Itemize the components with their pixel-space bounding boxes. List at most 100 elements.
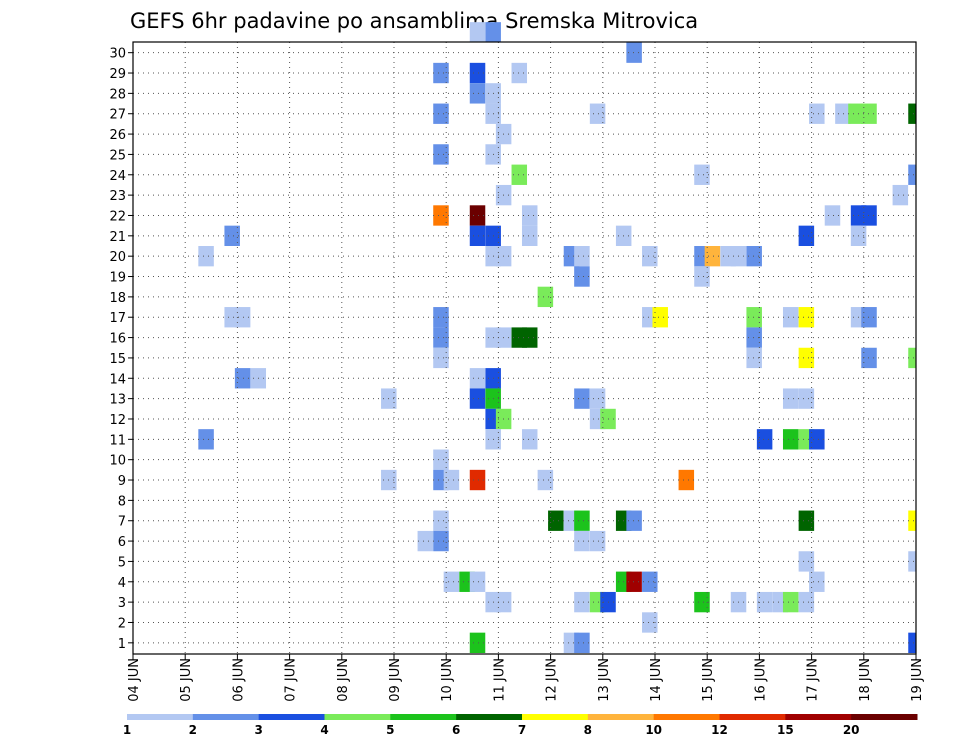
x-tick-label-11: 15 JUN xyxy=(701,658,716,702)
cell-134 xyxy=(469,632,486,653)
cell-104 xyxy=(574,510,590,531)
y-tick-label-3: 3 xyxy=(118,596,126,611)
y-tick-label-18: 18 xyxy=(109,291,126,306)
cell-100 xyxy=(678,469,695,491)
cell-8 xyxy=(433,103,449,124)
cell-12 xyxy=(835,103,851,124)
cell-74 xyxy=(469,368,486,389)
cell-97 xyxy=(443,469,460,491)
x-tick-label-15: 19 JUN xyxy=(910,658,925,702)
cell-56 xyxy=(746,307,762,328)
legend-label-7: 7 xyxy=(518,723,526,737)
cell-4 xyxy=(469,62,486,84)
cell-124 xyxy=(574,591,590,613)
x-tick-label-4: 08 JUN xyxy=(336,658,351,702)
cell-60 xyxy=(861,307,877,328)
x-axis: 04 JUN 05 JUN 06 JUN 07 JUN 08 JUN 09 JUN 10 J… xyxy=(127,654,925,702)
legend-swatch-11 xyxy=(851,714,918,720)
y-tick-label-9: 9 xyxy=(118,474,126,489)
cell-109 xyxy=(417,530,434,552)
y-tick-label-28: 28 xyxy=(109,87,126,102)
plot-frame xyxy=(132,41,917,655)
cell-90 xyxy=(756,429,773,450)
cell-66 xyxy=(746,327,762,348)
y-tick-label-7: 7 xyxy=(118,515,126,530)
cell-72 xyxy=(234,368,251,389)
cell-81 xyxy=(782,388,799,409)
cell-30 xyxy=(224,225,240,246)
cell-41 xyxy=(574,246,590,267)
cell-17 xyxy=(433,144,449,165)
cell-79 xyxy=(574,388,590,409)
cell-3 xyxy=(433,62,449,84)
y-tick-label-12: 12 xyxy=(109,413,126,428)
cell-98 xyxy=(469,469,486,491)
cell-1 xyxy=(485,22,501,43)
cell-113 xyxy=(798,551,815,572)
cell-14 xyxy=(861,103,877,124)
legend-label-8: 8 xyxy=(584,723,592,737)
y-tick-label-23: 23 xyxy=(109,189,126,204)
cell-133 xyxy=(642,612,658,633)
cell-137 xyxy=(908,632,916,653)
cell-106 xyxy=(626,510,642,531)
x-tick-label-7: 11 JUN xyxy=(492,658,507,702)
y-tick-label-13: 13 xyxy=(109,393,126,408)
cell-44 xyxy=(704,246,721,267)
cell-24 xyxy=(433,205,449,226)
legend-swatch-7 xyxy=(587,714,655,720)
cell-26 xyxy=(521,205,538,226)
x-tick-label-8: 12 JUN xyxy=(545,658,560,702)
cell-15 xyxy=(908,103,916,124)
cell-21 xyxy=(908,164,916,185)
y-tick-label-27: 27 xyxy=(109,108,126,123)
cell-94 xyxy=(433,449,449,470)
cell-52 xyxy=(234,307,251,328)
cell-42 xyxy=(642,246,658,267)
cell-2 xyxy=(626,42,642,63)
cell-23 xyxy=(892,184,909,206)
legend-label-3: 3 xyxy=(254,723,262,737)
cell-35 xyxy=(798,225,815,246)
cell-69 xyxy=(798,347,815,369)
x-tick-label-13: 17 JUN xyxy=(806,658,821,702)
legend-swatch-9 xyxy=(719,714,786,720)
grid-lines xyxy=(132,42,917,654)
legend-swatch-3 xyxy=(324,714,391,720)
cell-111 xyxy=(574,530,590,552)
y-tick-label-22: 22 xyxy=(109,209,126,224)
legend-label-20: 20 xyxy=(843,723,860,737)
cell-67 xyxy=(433,347,449,369)
cell-29 xyxy=(861,205,877,226)
y-tick-label-14: 14 xyxy=(109,372,126,387)
legend-label-1: 1 xyxy=(123,723,131,737)
cell-71 xyxy=(908,347,916,369)
y-tick-label-16: 16 xyxy=(109,332,126,347)
y-tick-label-8: 8 xyxy=(118,494,126,509)
cell-101 xyxy=(433,510,449,531)
y-tick-label-19: 19 xyxy=(109,271,126,286)
y-tick-label-17: 17 xyxy=(109,311,126,326)
y-tick-label-25: 25 xyxy=(109,148,126,163)
legend-swatch-5 xyxy=(456,714,523,720)
x-tick-label-5: 09 JUN xyxy=(388,658,403,702)
cell-107 xyxy=(798,510,815,531)
x-tick-label-1: 05 JUN xyxy=(179,658,194,702)
cell-53 xyxy=(433,307,449,328)
cell-20 xyxy=(694,164,710,185)
legend-swatch-4 xyxy=(390,714,457,720)
x-tick-label-6: 10 JUN xyxy=(440,658,455,702)
cell-0 xyxy=(469,22,486,43)
cell-68 xyxy=(746,347,762,369)
x-tick-label-0: 04 JUN xyxy=(127,658,142,702)
cell-112 xyxy=(589,530,606,552)
y-tick-label-24: 24 xyxy=(109,169,126,184)
x-tick-label-3: 07 JUN xyxy=(284,658,299,702)
cell-132 xyxy=(798,591,815,613)
cell-13 xyxy=(848,103,864,124)
legend-label-2: 2 xyxy=(189,723,197,737)
x-tick-label-2: 06 JUN xyxy=(231,658,246,702)
cell-80 xyxy=(589,388,606,409)
y-tick-label-11: 11 xyxy=(109,433,126,448)
legend-label-15: 15 xyxy=(777,723,794,737)
